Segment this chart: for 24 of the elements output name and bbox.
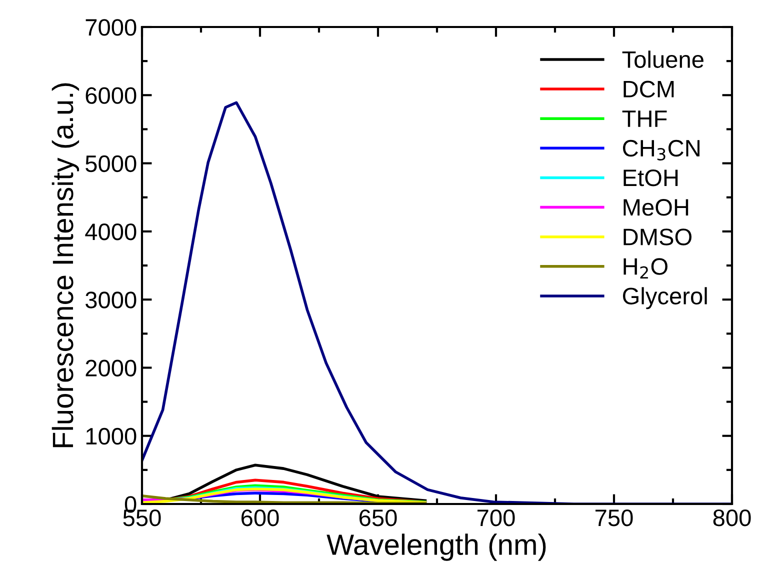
y-tick-label: 1000 (86, 428, 136, 445)
y-tick-label: 4000 (85, 223, 136, 240)
legend-label: DMSO (624, 228, 692, 246)
x-tick-label: 700 (478, 509, 515, 526)
y-tick-label: 2000 (86, 360, 136, 376)
legend-label: Glycerol (622, 287, 707, 310)
x-tick-label: 800 (713, 509, 751, 526)
y-tick-label: 6000 (86, 87, 136, 104)
x-tick-label: 750 (596, 509, 633, 526)
legend-label: Toluene (622, 50, 704, 68)
legend-label: H$_{2}$O (624, 258, 668, 279)
line-series (142, 494, 427, 504)
legend-label: THF (622, 110, 667, 127)
y-tick-label: 3000 (86, 292, 136, 308)
y-axis-title: Fluorescence Intensity (a.u.) (52, 83, 80, 448)
y-tick-label: 5000 (86, 155, 136, 172)
y-tick-label: 7000 (86, 19, 136, 36)
x-tick-label: 650 (360, 509, 397, 526)
x-axis-title: Wavelength (nm) (326, 534, 546, 561)
legend-label: EtOH (624, 169, 678, 186)
legend-label: DCM (624, 80, 674, 98)
legend-label: CH$_{3}$CN (623, 140, 700, 160)
x-tick-label: 600 (242, 509, 279, 526)
legend-label: MeOH (624, 199, 688, 216)
